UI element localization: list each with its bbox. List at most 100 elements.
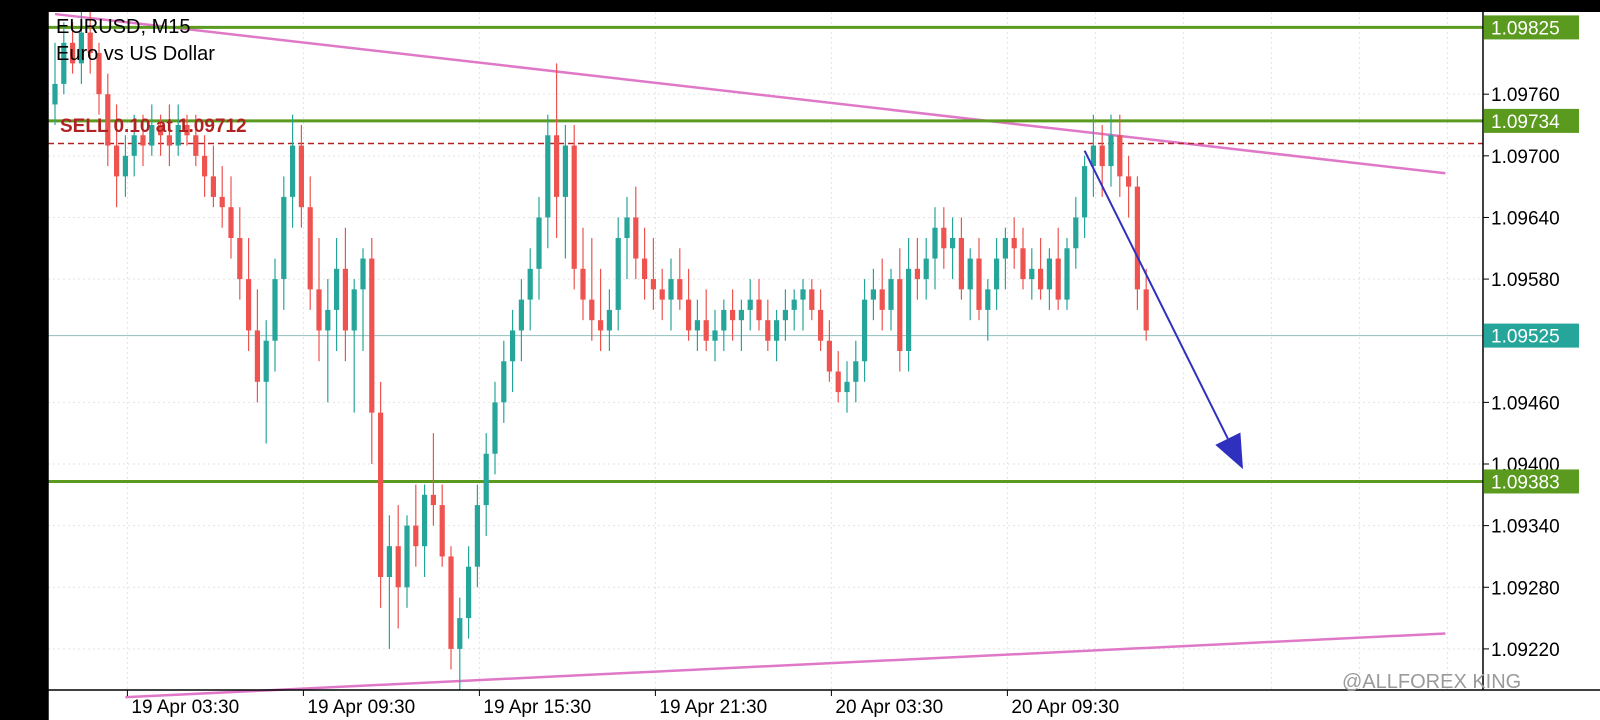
candle bbox=[1020, 227, 1026, 290]
candle bbox=[545, 114, 551, 249]
candle-body bbox=[668, 279, 674, 300]
candle bbox=[950, 217, 956, 280]
candle-body bbox=[254, 330, 260, 382]
candle bbox=[914, 238, 920, 300]
arrow-shaft[interactable] bbox=[1083, 150, 1229, 440]
candle-body bbox=[510, 330, 516, 362]
candle bbox=[686, 268, 692, 341]
candle bbox=[369, 238, 375, 464]
sell-order-label[interactable]: SELL 0.10 at 1.09712 bbox=[60, 116, 247, 137]
candle-body bbox=[1055, 258, 1061, 300]
candle bbox=[87, 12, 93, 74]
candle-body bbox=[334, 268, 340, 310]
candle bbox=[61, 22, 67, 95]
candle bbox=[791, 289, 797, 331]
candle-body bbox=[316, 289, 322, 331]
level-price-tag bbox=[1484, 15, 1579, 40]
candle-body bbox=[844, 381, 850, 393]
candle bbox=[624, 196, 630, 280]
candle bbox=[721, 299, 727, 351]
candle-body bbox=[87, 32, 93, 54]
trendline[interactable] bbox=[54, 12, 1446, 175]
candle bbox=[677, 248, 683, 310]
candle bbox=[210, 145, 216, 208]
x-tick-label: 19 Apr 21:30 bbox=[659, 697, 767, 718]
candle-body bbox=[536, 217, 542, 269]
candle-body bbox=[906, 268, 912, 351]
candle bbox=[158, 114, 164, 156]
candle-body bbox=[888, 279, 894, 310]
candle-body bbox=[1108, 135, 1114, 167]
candle-body bbox=[527, 268, 533, 300]
candle bbox=[52, 42, 58, 125]
candle bbox=[237, 207, 243, 300]
candle bbox=[483, 433, 489, 536]
candle-body bbox=[1090, 145, 1096, 167]
candle bbox=[712, 309, 718, 362]
candle-body bbox=[694, 320, 700, 331]
trendlines[interactable] bbox=[54, 12, 1446, 699]
candle-body bbox=[1011, 238, 1017, 249]
candle bbox=[70, 22, 76, 74]
candle bbox=[448, 546, 454, 670]
candle bbox=[818, 289, 824, 351]
candle-body bbox=[782, 309, 788, 321]
candle-body bbox=[1002, 238, 1008, 259]
candle bbox=[334, 238, 340, 351]
candle bbox=[879, 258, 885, 331]
candle bbox=[175, 104, 181, 156]
candle bbox=[1046, 248, 1052, 310]
y-tick-label: 1.09580 bbox=[1491, 270, 1560, 291]
candle-body bbox=[809, 289, 815, 310]
candle bbox=[536, 196, 542, 300]
candle-body bbox=[1082, 166, 1088, 218]
chart-background bbox=[48, 12, 1600, 720]
candle bbox=[694, 299, 700, 351]
candle bbox=[474, 484, 480, 588]
candle bbox=[853, 340, 859, 403]
candle-body bbox=[1099, 145, 1105, 167]
trendline[interactable] bbox=[125, 632, 1446, 699]
level-price-tag bbox=[1484, 108, 1579, 133]
candle-body bbox=[580, 268, 586, 300]
candle bbox=[272, 258, 278, 372]
candle bbox=[615, 217, 621, 331]
candle bbox=[1143, 268, 1149, 341]
candle-body bbox=[853, 361, 859, 382]
candle bbox=[166, 104, 172, 167]
candle-body bbox=[562, 145, 568, 197]
candle-body bbox=[518, 299, 524, 331]
candle-body bbox=[923, 258, 929, 280]
candle-body bbox=[96, 53, 102, 95]
candle-body bbox=[290, 145, 296, 197]
candle-body bbox=[131, 135, 137, 156]
arrow-head[interactable] bbox=[1215, 432, 1243, 470]
candle bbox=[360, 248, 366, 351]
candle-body bbox=[721, 309, 727, 331]
candle bbox=[888, 268, 894, 331]
candle-body bbox=[774, 320, 780, 341]
candle-body bbox=[281, 196, 287, 280]
candle-body bbox=[1038, 268, 1044, 290]
candle bbox=[193, 114, 199, 167]
candle-body bbox=[483, 453, 489, 506]
candle bbox=[78, 12, 84, 84]
forecast-arrow[interactable] bbox=[1083, 150, 1243, 470]
candle-body bbox=[870, 289, 876, 300]
candle-body bbox=[378, 412, 384, 577]
candle bbox=[1073, 196, 1079, 269]
candle-body bbox=[914, 268, 920, 280]
candle bbox=[492, 381, 498, 475]
candle bbox=[862, 279, 868, 382]
candle bbox=[290, 114, 296, 228]
candle-body bbox=[492, 402, 498, 454]
candle bbox=[501, 340, 507, 423]
candle-body bbox=[642, 258, 648, 280]
candle-body bbox=[263, 340, 269, 382]
candle bbox=[281, 176, 287, 310]
candle-body bbox=[404, 525, 410, 588]
candle-body bbox=[298, 145, 304, 208]
candle bbox=[633, 186, 639, 280]
